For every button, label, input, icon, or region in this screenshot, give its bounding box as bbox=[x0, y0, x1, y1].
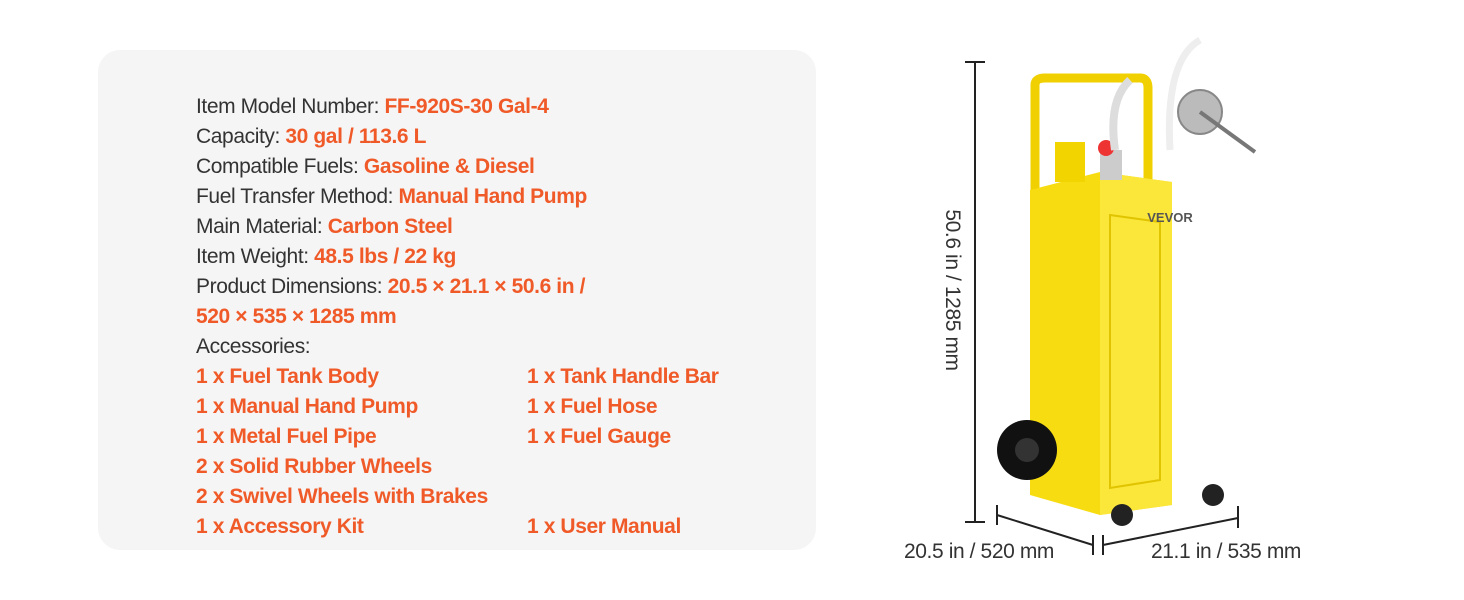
dimension-lines bbox=[965, 61, 1239, 555]
spec-row: Main Material: Carbon Steel bbox=[196, 212, 587, 242]
spec-row: Fuel Transfer Method: Manual Hand Pump bbox=[196, 182, 587, 212]
tank: VEVOR bbox=[997, 36, 1257, 526]
accessory-item: 1 x Metal Fuel Pipe bbox=[196, 425, 377, 448]
spec-row: Item Model Number: FF-920S-30 Gal-4 bbox=[196, 92, 587, 122]
accessory-item: 1 x User Manual bbox=[527, 515, 681, 538]
accessory-item: 1 x Fuel Hose bbox=[527, 395, 658, 418]
spec-list: Item Model Number: FF-920S-30 Gal-4 Capac… bbox=[196, 92, 719, 542]
spec-row: 520 × 535 × 1285 mm bbox=[196, 302, 587, 332]
spec-row: Product Dimensions: 20.5 × 21.1 × 50.6 i… bbox=[196, 272, 587, 302]
accessory-row: 1 x Manual Hand Pump 1 x Fuel Hose bbox=[196, 392, 658, 422]
brand-logo: VEVOR bbox=[1147, 210, 1193, 225]
spec-value: Manual Hand Pump bbox=[398, 185, 587, 208]
accessories-heading: Accessories: bbox=[196, 335, 311, 358]
accessory-row: 1 x Fuel Tank Body 1 x Tank Handle Bar bbox=[196, 362, 719, 392]
spec-row: Capacity: 30 gal / 113.6 L bbox=[196, 122, 587, 152]
spec-label: Fuel Transfer Method: bbox=[196, 185, 399, 208]
accessory-row: 2 x Solid Rubber Wheels bbox=[196, 452, 587, 482]
accessory-item: 2 x Solid Rubber Wheels bbox=[196, 455, 432, 478]
spec-value: Carbon Steel bbox=[327, 215, 453, 238]
accessory-row: 2 x Swivel Wheels with Brakes bbox=[196, 482, 587, 512]
accessory-item: 2 x Swivel Wheels with Brakes bbox=[196, 485, 488, 508]
spec-label: Item Weight: bbox=[196, 245, 315, 268]
accessory-row: 1 x Metal Fuel Pipe 1 x Fuel Gauge bbox=[196, 422, 671, 452]
spec-card bbox=[98, 50, 816, 550]
width-label: 20.5 in / 520 mm bbox=[903, 540, 1055, 563]
accessory-row: 1 x Accessory Kit 1 x User Manual bbox=[196, 512, 681, 542]
spec-label: Item Model Number: bbox=[196, 95, 385, 118]
spec-value: FF-920S-30 Gal-4 bbox=[384, 95, 549, 118]
spec-value: 30 gal / 113.6 L bbox=[285, 125, 427, 148]
depth-label: 21.1 in / 535 mm bbox=[1150, 540, 1302, 563]
spec-label: Capacity: bbox=[196, 125, 286, 148]
accessory-item: 1 x Fuel Gauge bbox=[527, 425, 671, 448]
spec-value: 48.5 lbs / 22 kg bbox=[314, 245, 456, 268]
spec-value: Gasoline & Diesel bbox=[363, 155, 535, 178]
spec-row: Item Weight: 48.5 lbs / 22 kg bbox=[196, 242, 587, 272]
spec-value: 520 × 535 × 1285 mm bbox=[196, 305, 397, 328]
accessory-item: 1 x Fuel Tank Body bbox=[196, 365, 379, 388]
spec-row: Compatible Fuels: Gasoline & Diesel bbox=[196, 152, 587, 182]
accessory-item: 1 x Accessory Kit bbox=[196, 515, 364, 538]
spec-label: Compatible Fuels: bbox=[196, 155, 364, 178]
height-label: 50.6 in / 1285 mm bbox=[941, 209, 964, 371]
accessory-item: 1 x Manual Hand Pump bbox=[196, 395, 418, 418]
accessory-item: 1 x Tank Handle Bar bbox=[527, 365, 719, 388]
spec-label: Main Material: bbox=[196, 215, 328, 238]
spec-label: Product Dimensions: bbox=[196, 275, 388, 298]
spec-value: 20.5 × 21.1 × 50.6 in / bbox=[387, 275, 586, 298]
